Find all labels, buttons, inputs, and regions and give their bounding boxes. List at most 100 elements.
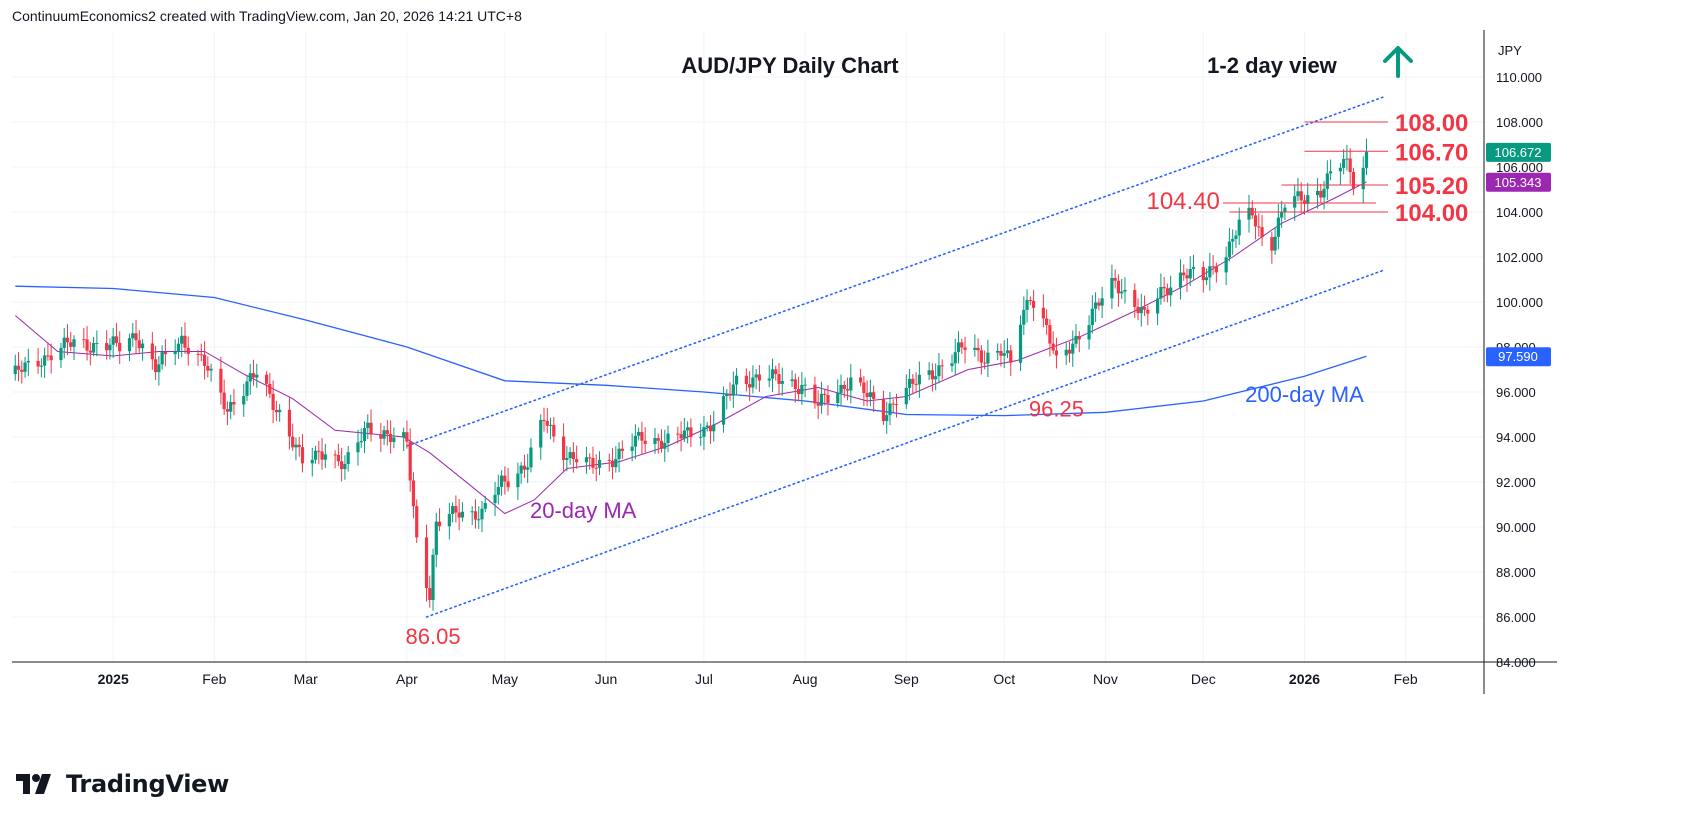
candle-body (340, 461, 344, 470)
candle-body (1302, 200, 1307, 204)
candle-body (597, 459, 602, 468)
candle-body (389, 433, 393, 442)
candle-body (676, 433, 680, 435)
candle-body (242, 396, 246, 405)
candle-body (411, 480, 416, 507)
candle-body (907, 378, 912, 388)
candle-body (823, 393, 827, 395)
candle-body (1224, 257, 1228, 273)
candle-body (1139, 307, 1143, 314)
candle-body (1280, 211, 1284, 218)
y-tick-label: 104.000 (1496, 205, 1543, 220)
candle-body (16, 365, 21, 370)
candle-body (454, 506, 458, 513)
price-chart[interactable]: 110.000 108.000 106.000 104.000 102.000 100.0… (0, 0, 1689, 720)
candle-body (1090, 308, 1094, 326)
candle-body (953, 352, 957, 364)
candle-body (1188, 269, 1192, 279)
candle-body (1077, 335, 1081, 340)
candle-body (1009, 350, 1013, 363)
candle-body (447, 514, 451, 527)
candle-body (26, 360, 30, 363)
y-tick-label: 88.000 (1496, 565, 1536, 580)
candle-body (930, 370, 935, 380)
candle-body (617, 448, 621, 459)
tradingview-wordmark: TradingView (66, 770, 229, 798)
candle-body (1306, 195, 1310, 204)
candle-body (85, 339, 89, 351)
candle-body (516, 473, 520, 488)
candle-body (131, 333, 135, 339)
candle-body (473, 511, 478, 520)
candle-body (199, 354, 203, 356)
candle-body (111, 336, 115, 345)
view-label: 1-2 day view (1207, 53, 1338, 78)
candle-body (1028, 300, 1032, 302)
y-tick-label: 100.000 (1496, 295, 1543, 310)
candle-body (405, 432, 409, 442)
candle-body (1208, 266, 1212, 278)
candle-body (294, 444, 298, 448)
candle-body (1260, 227, 1264, 238)
candle-body (1299, 191, 1303, 201)
candle-body (287, 409, 292, 437)
candle-body (591, 458, 595, 468)
candle-body (222, 392, 226, 410)
candle-body (986, 352, 990, 364)
level-label: 104.00 (1395, 200, 1468, 227)
x-tick-label: Feb (202, 671, 226, 687)
candle-body (826, 394, 830, 403)
candle-body (43, 355, 47, 366)
candle-body (493, 494, 497, 504)
candle-body (904, 387, 908, 405)
candle-body (571, 452, 575, 460)
candle-body (1342, 159, 1346, 168)
chart-annotation: 96.25 (1029, 396, 1084, 421)
candle-body (264, 374, 269, 384)
candle-body (1276, 217, 1280, 237)
candle-body (630, 446, 634, 451)
x-tick-label: Feb (1394, 671, 1418, 687)
price-tag-bg (1486, 142, 1551, 162)
candle-body (1146, 309, 1150, 314)
candle-body (881, 399, 886, 422)
candle-body (137, 340, 141, 349)
candle-body (1097, 302, 1101, 306)
candle-body (614, 458, 618, 468)
candle-body (1201, 267, 1205, 281)
candle-body (1319, 190, 1323, 198)
x-tick-label: Oct (993, 671, 1015, 687)
candle-body (699, 436, 703, 438)
candle-body (999, 350, 1003, 356)
candle-body (1169, 287, 1173, 296)
candle-body (728, 394, 732, 396)
candle-body (640, 431, 644, 441)
candle-body (278, 409, 282, 413)
candle-body (1214, 266, 1218, 273)
candle-body (575, 459, 579, 463)
candle-body (748, 384, 752, 388)
candle-body (310, 459, 314, 464)
candle-body (219, 368, 223, 393)
candle-body (180, 335, 184, 344)
candle-body (859, 377, 863, 383)
candle-body (888, 403, 892, 416)
candle-body (620, 448, 624, 451)
chart-title: AUD/JPY Daily Chart (681, 53, 899, 78)
candle-body (173, 351, 177, 355)
candle-body (1322, 188, 1326, 198)
candle-body (382, 430, 386, 439)
candle-body (979, 350, 983, 363)
candle-body (734, 375, 739, 385)
candle-body (519, 465, 523, 474)
candle-body (91, 343, 96, 353)
candle-body (1100, 298, 1104, 306)
candle-body (59, 348, 63, 361)
candle-body (1227, 241, 1232, 258)
tradingview-logo[interactable]: TradingView (14, 770, 229, 798)
candle-body (927, 370, 931, 375)
candle-body (232, 401, 236, 405)
candle-body (594, 467, 598, 469)
candle-body (565, 458, 569, 460)
